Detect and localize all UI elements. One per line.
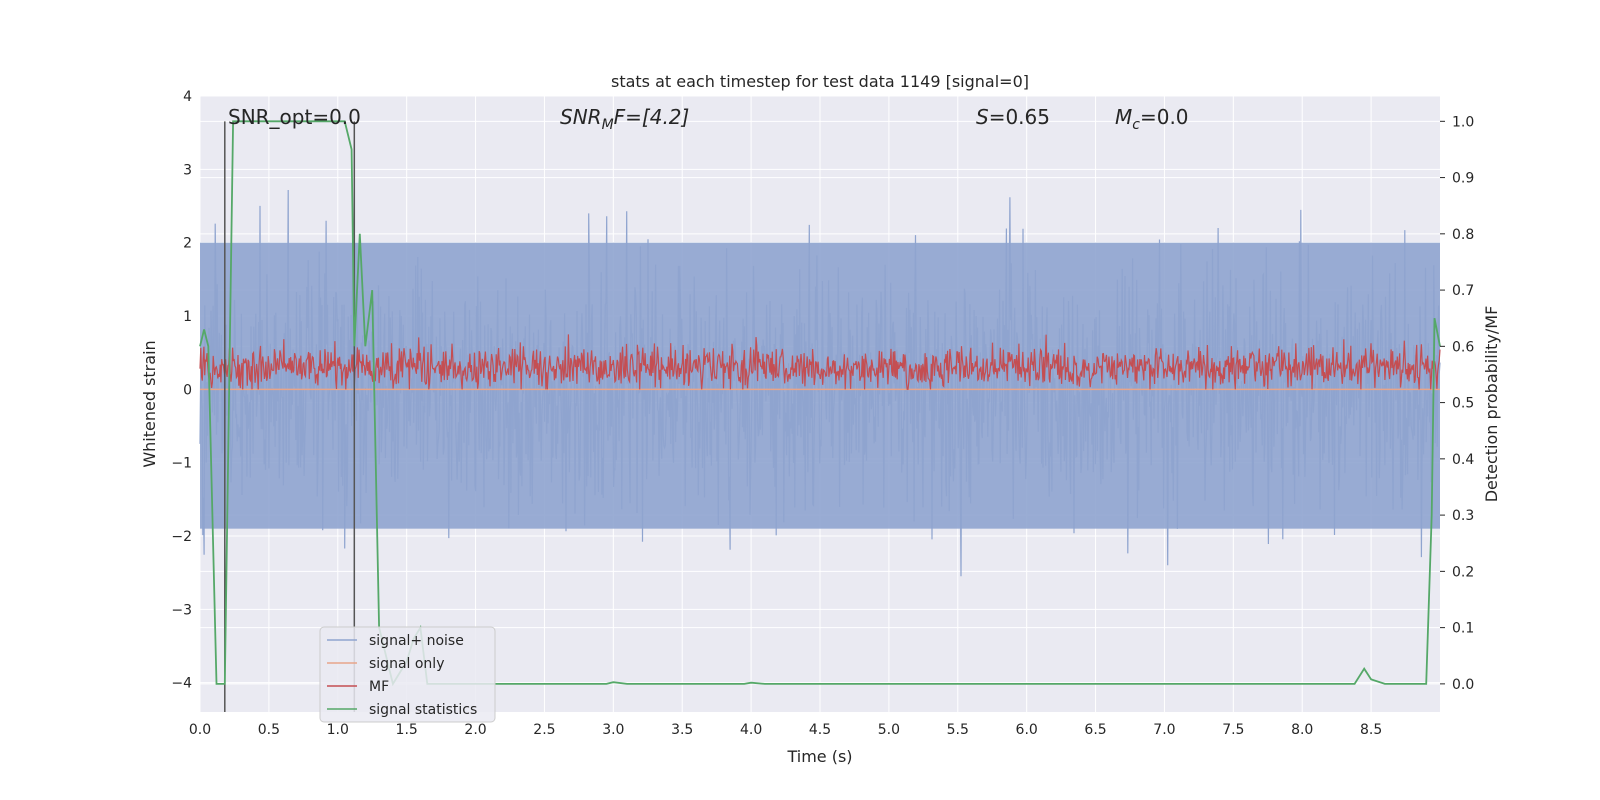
legend-label-signal-statistics: signal statistics: [369, 702, 477, 718]
right-y-tick-label: 0.6: [1452, 339, 1474, 355]
x-tick-label: 5.5: [947, 722, 969, 738]
right-y-axis-label: Detection probability/MF: [1482, 306, 1501, 503]
s-base: S: [976, 105, 989, 129]
y-tick-label: −4: [171, 676, 192, 692]
x-tick-labels: 0.0 0.5 1.0 1.5 2.0 2.5 3.0 3.5 4.0 4.5 5.0 5.5 6.0 6…: [189, 722, 1382, 738]
legend-box: [319, 626, 496, 723]
mf-series: [199, 334, 1441, 390]
x-tick-label: 7.5: [1222, 722, 1244, 738]
right-y-tick-label: 0.7: [1452, 283, 1474, 299]
chart-title: stats at each timestep for test data 114…: [611, 72, 1029, 91]
mf-line: [199, 334, 1441, 390]
right-y-tick-label: 1.0: [1452, 114, 1474, 130]
y-tick-label: −2: [171, 529, 192, 545]
x-tick-label: 0.0: [189, 722, 211, 738]
legend-label-signal-only: signal only: [369, 656, 444, 672]
right-y-tick-label: 0.3: [1452, 508, 1474, 524]
y-tick-label: 0: [183, 382, 192, 398]
x-tick-label: 2.0: [464, 722, 486, 738]
x-tick-label: 1.0: [327, 722, 349, 738]
x-tick-label: 1.5: [396, 722, 418, 738]
y-tick-label: −3: [171, 602, 192, 618]
x-tick-label: 4.5: [809, 722, 831, 738]
x-axis-label: Time (s): [786, 747, 852, 766]
legend-label-signal-noise: signal+ noise: [369, 633, 464, 649]
mc-base: M: [1115, 105, 1132, 129]
x-tick-label: 0.5: [258, 722, 280, 738]
right-y-tick-labels: 1.0 0.9 0.8 0.7 0.6 0.5 0.4 0.3 0.2 0.1 0.0: [1440, 114, 1474, 693]
legend: signal+ noise signal only MF signal stat…: [319, 626, 496, 723]
x-tick-label: 3.0: [602, 722, 624, 738]
snr-mf-base: SNR: [560, 105, 602, 129]
y-tick-label: 4: [183, 89, 192, 105]
signal-noise-series: [199, 189, 1441, 577]
x-tick-label: 6.0: [1016, 722, 1038, 738]
right-y-tick-label: 0.4: [1452, 452, 1474, 468]
y-tick-label: 2: [183, 236, 192, 252]
s-rest: =0.65: [989, 105, 1050, 129]
y-tick-label: −1: [171, 456, 192, 472]
legend-label-mf: MF: [369, 679, 389, 695]
right-y-tick-label: 0.1: [1452, 621, 1474, 637]
y-tick-labels: 4 3 2 1 0 −1 −2 −3 −4: [171, 89, 192, 692]
snr-mf-subscript: M: [602, 117, 614, 133]
x-tick-label: 3.5: [671, 722, 693, 738]
x-tick-label: 4.0: [740, 722, 762, 738]
x-tick-label: 8.0: [1291, 722, 1313, 738]
y-tick-label: 3: [183, 162, 192, 178]
x-tick-label: 8.5: [1360, 722, 1382, 738]
right-y-tick-label: 0.2: [1452, 564, 1474, 580]
x-tick-label: 6.5: [1084, 722, 1106, 738]
right-y-tick-label: 0.9: [1452, 171, 1474, 187]
x-tick-label: 2.5: [533, 722, 555, 738]
mc-annotation: Mc=0.0: [1115, 105, 1189, 133]
right-y-tick-label: 0.0: [1452, 677, 1474, 693]
mc-rest: =0.0: [1140, 105, 1189, 129]
mc-subscript: c: [1132, 117, 1140, 133]
snr-opt-annotation: SNR_opt=0.0: [228, 105, 361, 129]
right-y-tick-label: 0.5: [1452, 396, 1474, 412]
x-tick-label: 5.0: [878, 722, 900, 738]
snr-mf-rest: F=[4.2]: [614, 105, 690, 129]
right-y-tick-label: 0.8: [1452, 227, 1474, 243]
y-axis-label: Whitened strain: [140, 340, 159, 467]
peak-marker-lines: [224, 121, 356, 712]
x-tick-label: 7.0: [1153, 722, 1175, 738]
s-annotation: S=0.65: [976, 105, 1050, 129]
snr-mf-annotation: SNRMF=[4.2]: [560, 105, 689, 133]
y-tick-label: 1: [183, 309, 192, 325]
signal-noise-line: [199, 189, 1441, 577]
